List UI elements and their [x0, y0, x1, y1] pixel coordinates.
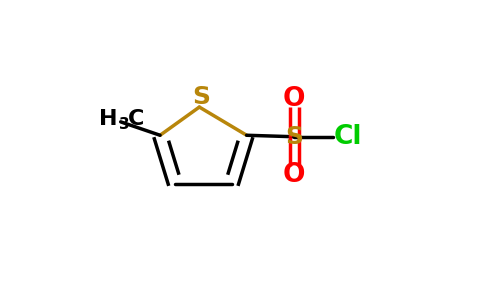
- Text: S: S: [192, 85, 210, 109]
- Text: O: O: [283, 86, 305, 112]
- Text: 3: 3: [119, 117, 130, 132]
- Text: C: C: [128, 109, 145, 129]
- Text: H: H: [99, 109, 118, 129]
- Text: S: S: [285, 125, 303, 149]
- Text: Cl: Cl: [333, 124, 362, 150]
- Text: O: O: [283, 162, 305, 188]
